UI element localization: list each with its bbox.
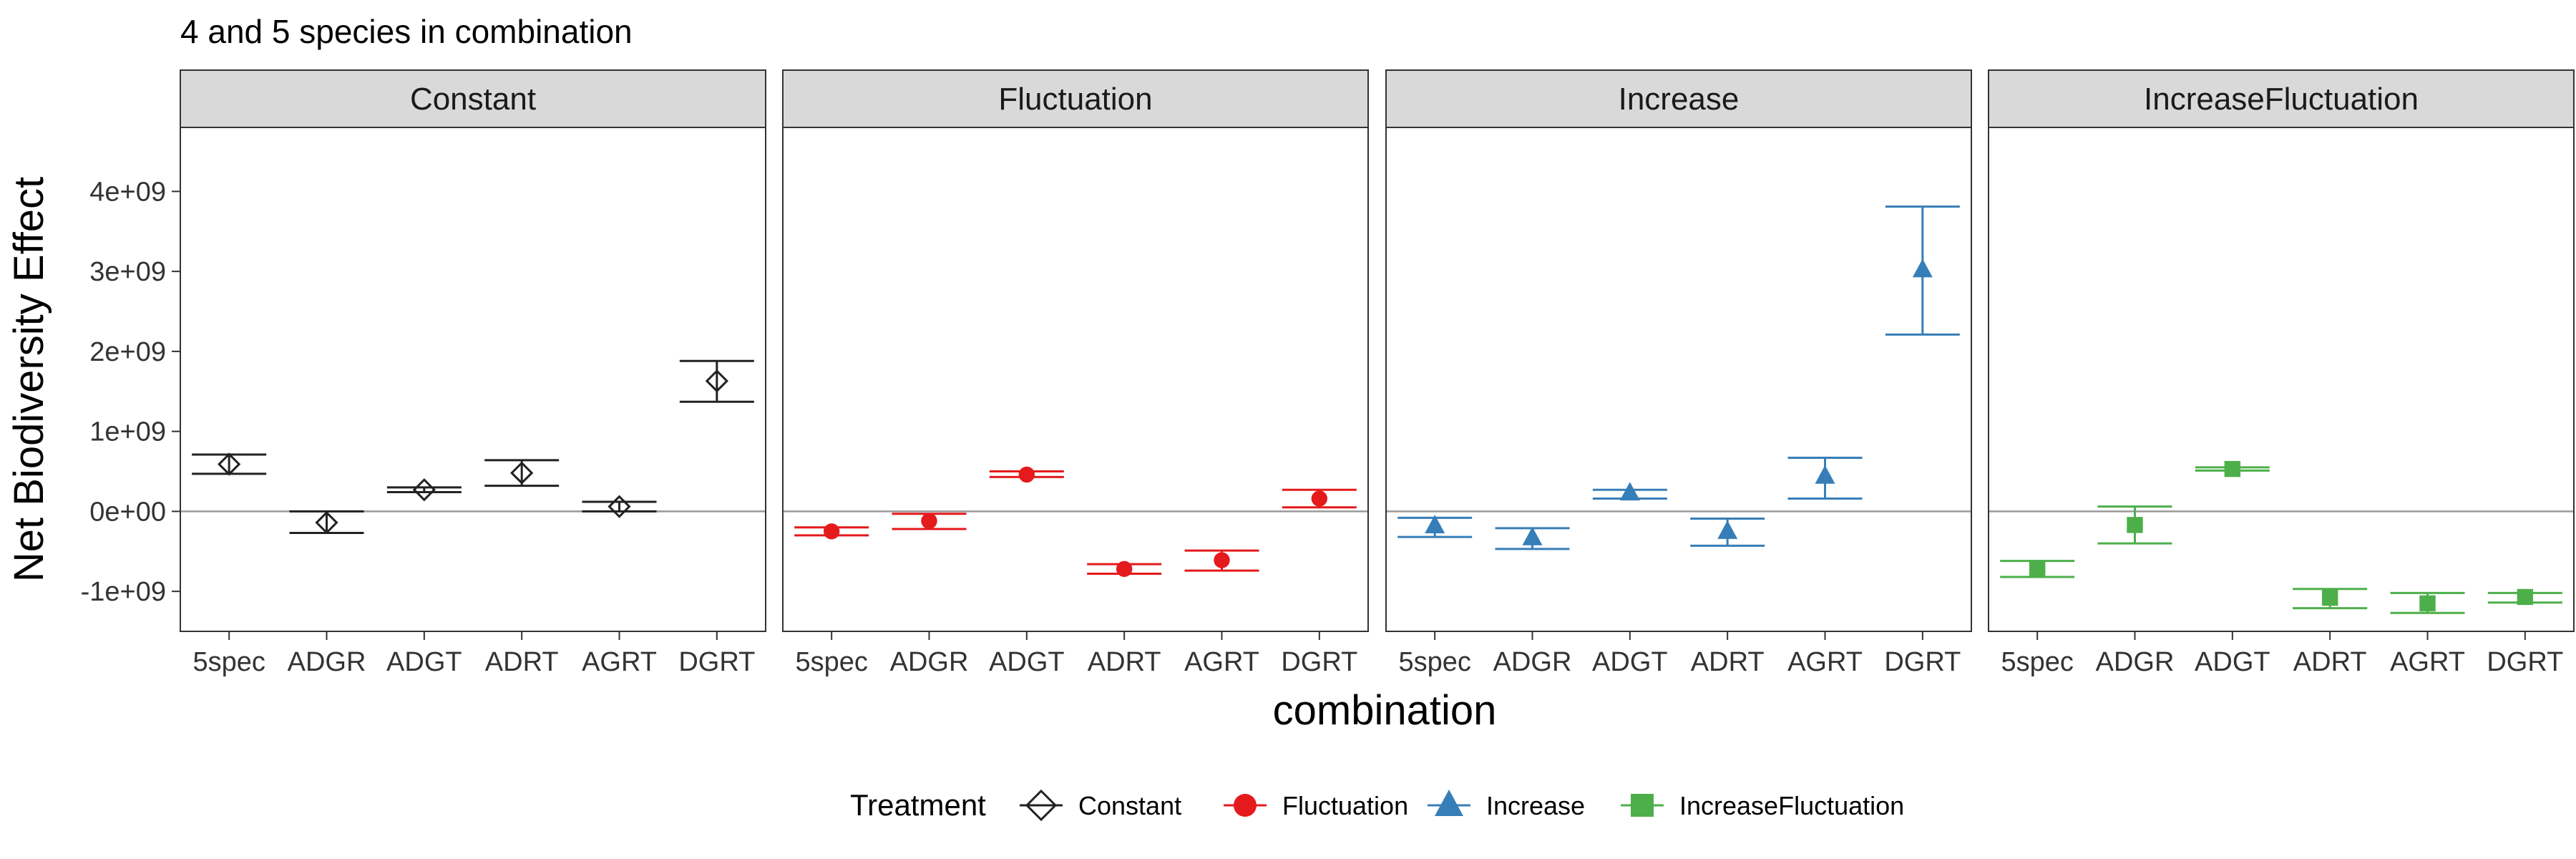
- legend-key: [1631, 794, 1654, 817]
- data-point: [1116, 560, 1133, 578]
- x-tick-label: ADGR: [1493, 647, 1572, 677]
- facet-strip: [180, 69, 766, 128]
- data-point: [1425, 515, 1445, 533]
- panel-border: [180, 127, 766, 632]
- data-point: [2029, 561, 2046, 578]
- x-tick-label: DGRT: [1884, 647, 1961, 677]
- data-point: [412, 478, 436, 502]
- data-point: [823, 523, 840, 540]
- legend-label: IncreaseFluctuation: [1679, 791, 1904, 820]
- legend-key: [1234, 794, 1257, 817]
- data-point: [2224, 460, 2241, 477]
- x-tick-label: ADGT: [386, 647, 462, 677]
- x-tick-label: 5spec: [1398, 647, 1470, 677]
- panel-border: [1988, 127, 2575, 632]
- data-point: [1619, 482, 1640, 501]
- legend-entry: IncreaseFluctuation: [1621, 791, 1904, 820]
- y-tick-label: -1e+09: [81, 577, 166, 607]
- legend-entry: Fluctuation: [1224, 791, 1408, 820]
- x-tick-label: 5spec: [2001, 647, 2073, 677]
- y-tick-label: 2e+09: [89, 337, 166, 367]
- data-point: [608, 495, 631, 518]
- x-axis-label: combination: [1273, 687, 1497, 734]
- facet-strip: [1385, 69, 1972, 128]
- x-tick-label: AGRT: [1787, 647, 1863, 677]
- data-point: [1018, 466, 1035, 483]
- chart-title: 4 and 5 species in combination: [180, 13, 633, 50]
- x-tick-label: AGRT: [2390, 647, 2465, 677]
- legend-label: Fluctuation: [1282, 791, 1408, 820]
- facet-strip-label: Fluctuation: [998, 82, 1152, 117]
- legend-entry: Increase: [1428, 790, 1585, 820]
- x-tick-label: DGRT: [2487, 647, 2563, 677]
- x-tick-label: AGRT: [582, 647, 657, 677]
- data-point: [705, 369, 728, 393]
- x-tick-label: ADGT: [2195, 647, 2270, 677]
- x-tick-label: 5spec: [192, 647, 265, 677]
- data-point: [1815, 465, 1835, 484]
- y-tick-label: 1e+09: [89, 417, 166, 447]
- facet-strip: [782, 69, 1369, 128]
- y-tick-label: 4e+09: [89, 177, 166, 207]
- x-tick-label: ADRT: [2293, 647, 2367, 677]
- x-tick-label: ADGR: [2096, 647, 2175, 677]
- legend-key: [1025, 789, 1058, 822]
- legend-key: [1435, 790, 1463, 816]
- data-point: [2127, 517, 2143, 533]
- data-point: [2419, 595, 2436, 612]
- legend: Treatment Constant Fluctuation Increase Incr…: [850, 788, 1904, 822]
- data-point: [921, 513, 937, 529]
- data-point: [218, 452, 241, 476]
- x-tick-label: ADGT: [1592, 647, 1668, 677]
- y-tick-label: 0e+00: [89, 497, 166, 527]
- x-tick-label: ADRT: [1088, 647, 1161, 677]
- facet-strip-label: IncreaseFluctuation: [2144, 82, 2419, 117]
- error-bar: [582, 500, 657, 513]
- facet-strip-label: Increase: [1619, 82, 1740, 117]
- x-tick-label: AGRT: [1184, 647, 1259, 677]
- facet-panel: Fluctuation 5spec ADGR ADGT ADRT AGRT DGRT: [782, 69, 1369, 677]
- legend-entry: Constant: [1020, 789, 1181, 822]
- x-tick-label: ADRT: [1691, 647, 1765, 677]
- data-point: [1522, 526, 1543, 545]
- x-tick-label: 5spec: [795, 647, 867, 677]
- x-tick-label: DGRT: [678, 647, 755, 677]
- data-point: [2517, 588, 2534, 606]
- data-point: [1717, 520, 1738, 539]
- data-point: [510, 461, 534, 485]
- x-tick-label: ADGT: [989, 647, 1065, 677]
- facet-panel: Constant 5spec ADGR ADGT ADRT AGRT DGRT: [180, 69, 766, 677]
- data-point: [1214, 552, 1230, 568]
- facet-strip-label: Constant: [410, 82, 536, 117]
- data-point: [1311, 490, 1328, 507]
- x-tick-label: DGRT: [1281, 647, 1357, 677]
- panel-border: [782, 127, 1369, 632]
- x-tick-label: ADGR: [288, 647, 366, 677]
- y-axis-label: Net Biodiversity Effect: [6, 177, 52, 582]
- panel-border: [1385, 127, 1972, 632]
- error-bar: [679, 359, 754, 403]
- facet-strip: [1988, 69, 2575, 128]
- error-bar: [192, 453, 267, 475]
- error-bar: [386, 486, 462, 494]
- y-tick-label: 3e+09: [89, 257, 166, 287]
- legend-title: Treatment: [850, 788, 986, 822]
- data-point: [1912, 258, 1933, 278]
- x-tick-label: ADGR: [890, 647, 969, 677]
- data-point: [2321, 589, 2338, 606]
- legend-label: Increase: [1486, 791, 1585, 820]
- facet-panel: Increase 5spec ADGR ADGT ADRT AGRT DGRT: [1385, 69, 1972, 677]
- error-bar: [289, 510, 364, 535]
- x-tick-label: ADRT: [485, 647, 559, 677]
- legend-label: Constant: [1078, 791, 1181, 820]
- data-point: [315, 510, 338, 535]
- facet-panel: IncreaseFluctuation 5spec ADGR ADGT ADRT AGRT…: [1988, 69, 2575, 677]
